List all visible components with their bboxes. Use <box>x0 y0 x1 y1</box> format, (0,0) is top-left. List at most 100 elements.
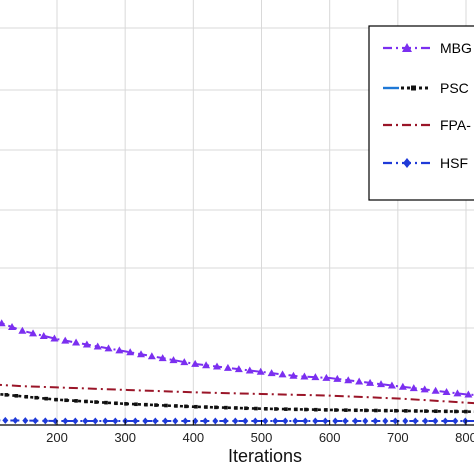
marker-diamond <box>322 417 329 425</box>
marker-triangle <box>72 338 81 346</box>
marker-diamond <box>272 417 279 425</box>
marker-triangle <box>245 366 254 374</box>
marker-diamond <box>412 417 419 425</box>
marker-triangle <box>115 346 124 354</box>
marker-square <box>4 393 9 397</box>
marker-square <box>174 404 178 408</box>
marker-diamond <box>92 417 99 425</box>
marker-triangle <box>137 350 146 358</box>
marker-diamond <box>232 417 239 425</box>
marker-square <box>274 407 278 411</box>
marker-triangle <box>442 388 451 396</box>
marker-triangle <box>377 380 386 388</box>
marker-square <box>324 408 328 412</box>
marker-square <box>454 409 458 414</box>
marker-triangle <box>355 377 364 385</box>
marker-square <box>194 404 198 409</box>
marker-square <box>314 407 318 412</box>
marker-triangle <box>311 373 320 381</box>
marker-square <box>164 403 168 408</box>
marker-triangle <box>256 367 265 375</box>
marker-triangle <box>420 385 429 393</box>
legend-marker-diamond <box>403 158 411 168</box>
legend-label-mbg: MBG <box>440 40 472 56</box>
marker-square <box>74 399 78 403</box>
marker-diamond <box>432 417 439 425</box>
marker-square <box>154 403 158 407</box>
legend: MBG PSC FPA- HSF <box>368 25 474 201</box>
marker-square <box>244 406 248 411</box>
marker-square <box>204 405 208 409</box>
marker-diamond <box>112 417 119 425</box>
marker-square <box>284 407 288 411</box>
marker-triangle <box>180 358 189 366</box>
series-line-mbg <box>0 321 474 396</box>
marker-square <box>264 406 268 411</box>
marker-triangle <box>431 386 440 394</box>
marker-square <box>224 405 228 410</box>
marker-triangle <box>333 374 342 382</box>
marker-triangle <box>126 348 135 356</box>
marker-square <box>64 398 68 403</box>
series-line-psc <box>0 392 474 413</box>
marker-square <box>144 402 148 407</box>
legend-box <box>368 25 474 201</box>
marker-diamond <box>452 417 459 425</box>
marker-square <box>304 407 308 412</box>
marker-diamond <box>42 417 49 425</box>
legend-marker-triangle <box>402 43 412 52</box>
marker-diamond <box>302 417 309 425</box>
marker-triangle <box>158 354 167 362</box>
marker-diamond <box>162 417 169 425</box>
marker-triangle <box>289 371 298 379</box>
marker-diamond <box>82 417 89 425</box>
series-layer <box>0 319 474 425</box>
marker-square <box>34 395 39 400</box>
marker-diamond <box>252 417 259 425</box>
marker-triangle <box>0 319 6 327</box>
marker-triangle <box>453 389 462 397</box>
marker-square <box>294 407 298 412</box>
marker-triangle <box>93 342 102 350</box>
marker-diamond <box>342 417 349 425</box>
marker-square <box>394 408 398 413</box>
marker-triangle <box>278 370 287 378</box>
marker-diamond <box>102 417 109 425</box>
marker-triangle <box>104 344 113 352</box>
marker-square <box>364 408 368 413</box>
marker-diamond <box>282 417 289 425</box>
marker-square <box>424 409 428 413</box>
marker-square <box>414 409 418 413</box>
x-tick-label: 400 <box>182 430 204 445</box>
marker-diamond <box>152 417 159 425</box>
legend-label-psc: PSC <box>440 80 469 96</box>
marker-triangle <box>147 352 156 360</box>
marker-triangle <box>366 378 375 386</box>
marker-diamond <box>392 417 399 425</box>
marker-square <box>44 396 48 401</box>
x-tick-label: 800 <box>455 430 474 445</box>
marker-triangle <box>29 329 38 337</box>
marker-square <box>334 408 338 412</box>
marker-diamond <box>422 417 429 425</box>
legend-label-hsf: HSF <box>440 155 468 171</box>
marker-triangle <box>8 323 17 331</box>
marker-diamond <box>262 417 269 425</box>
marker-square <box>184 404 188 409</box>
marker-diamond <box>172 417 179 425</box>
marker-square <box>214 405 218 410</box>
marker-square <box>24 394 29 399</box>
marker-square <box>14 394 19 398</box>
marker-square <box>84 399 88 404</box>
axes: 200 300 400 500 600 700 800 <box>0 420 474 445</box>
marker-triangle <box>234 365 243 373</box>
marker-square <box>104 400 108 405</box>
x-tick-label: 300 <box>114 430 136 445</box>
x-axis-title: Iterations <box>228 446 302 466</box>
marker-diamond <box>382 417 389 425</box>
marker-square <box>384 408 388 413</box>
marker-diamond <box>2 416 9 424</box>
marker-diamond <box>332 417 339 425</box>
marker-diamond <box>442 417 449 425</box>
marker-diamond <box>12 416 19 424</box>
